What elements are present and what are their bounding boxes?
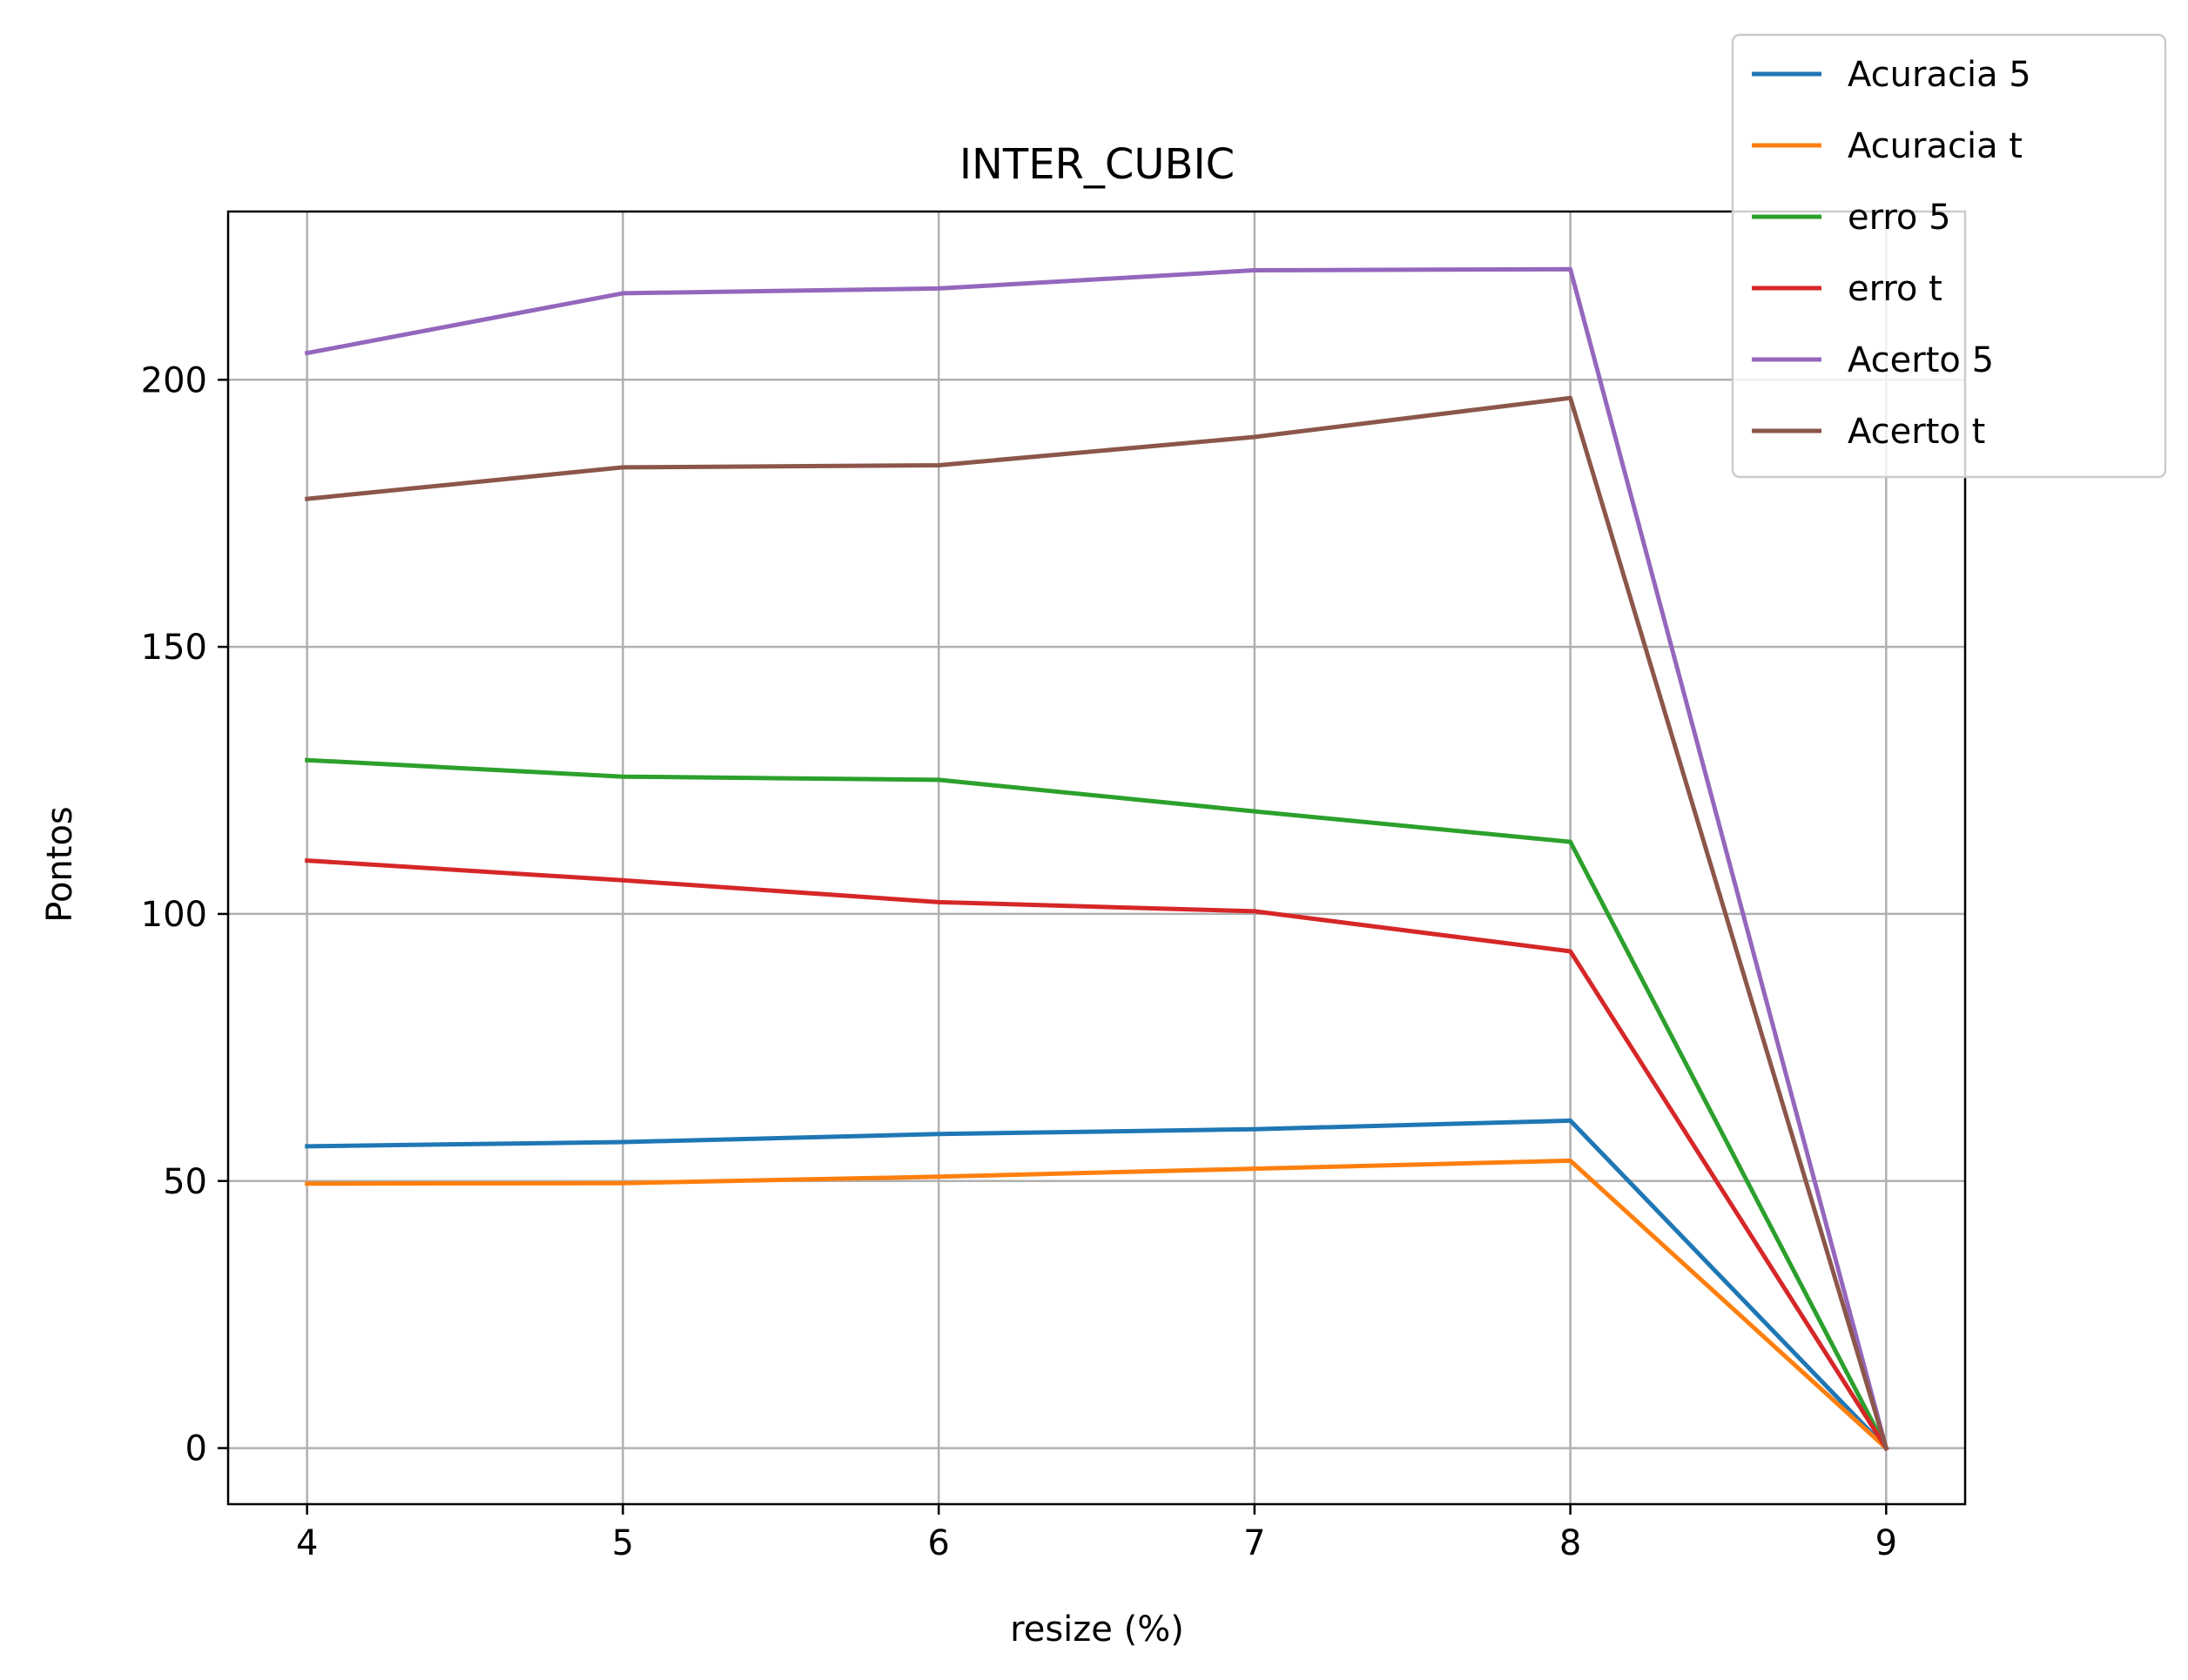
series-lines — [304, 266, 1889, 1452]
y-axis-ticks: 0 50 100 150 200 — [141, 360, 228, 1469]
x-tick-label: 6 — [927, 1523, 949, 1563]
y-axis-label: Pontos — [40, 806, 80, 923]
y-tick-label: 50 — [163, 1162, 207, 1202]
legend-label: Acerto 5 — [1848, 340, 1994, 380]
x-tick-label: 4 — [296, 1523, 318, 1563]
series-line-3 — [305, 757, 1889, 1451]
grid — [228, 212, 1965, 1504]
series-line-6 — [304, 395, 1889, 1451]
y-tick-label: 0 — [185, 1429, 207, 1469]
x-axis-ticks: 4 5 6 7 8 9 — [296, 1504, 1897, 1563]
x-tick-label: 9 — [1875, 1523, 1897, 1563]
series-line-2 — [305, 1158, 1889, 1452]
legend: Acuracia 5 Acuracia t erro 5 erro t Acerto 5… — [1731, 33, 2167, 479]
x-axis-label: resize (%) — [1010, 1609, 1184, 1650]
legend-box — [1731, 33, 2167, 479]
y-tick-label: 200 — [141, 360, 207, 400]
chart-title: INTER_CUBIC — [959, 140, 1235, 189]
x-tick-label: 7 — [1243, 1523, 1265, 1563]
y-tick-label: 100 — [141, 895, 207, 935]
legend-label: Acuracia t — [1848, 126, 2023, 166]
x-tick-label: 8 — [1559, 1523, 1581, 1563]
series-line-5 — [304, 266, 1889, 1451]
y-tick-label: 150 — [141, 628, 207, 668]
legend-label: Acerto t — [1848, 412, 1985, 452]
legend-label: erro t — [1848, 269, 1942, 309]
legend-label: Acuracia 5 — [1848, 55, 2031, 95]
series-line-1 — [305, 1118, 1889, 1452]
x-tick-label: 5 — [612, 1523, 634, 1563]
series-line-4 — [305, 857, 1889, 1452]
legend-label: erro 5 — [1848, 198, 1951, 238]
plot-frame — [226, 210, 1967, 1506]
